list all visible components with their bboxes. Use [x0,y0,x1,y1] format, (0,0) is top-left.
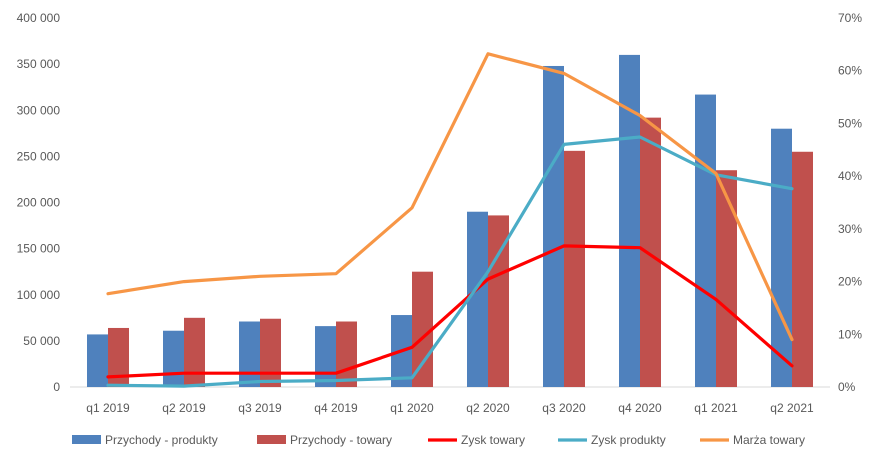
bar-przychody-towary [108,327,129,387]
bar-przychody-produkty [543,65,564,387]
right-axis-tick-label: 60% [838,64,862,78]
bar-przychody-towary [260,318,281,387]
line-marza-towary [106,52,794,342]
legend-label: Zysk produkty [591,433,666,447]
x-axis-tick-label: q2 2021 [770,401,814,415]
left-axis-tick-label: 0 [53,380,60,394]
bar-przychody-towary [184,317,205,387]
bar-przychody-produkty [163,330,184,387]
right-axis-tick-label: 40% [838,169,862,183]
bar-przychody-produkty [695,94,716,387]
right-axis-tick-label: 20% [838,275,862,289]
left-axis-tick-label: 50 000 [23,334,60,348]
bar-przychody-towary [336,321,357,387]
bar-przychody-towary [640,117,661,387]
x-axis-tick-label: q1 2020 [390,401,434,415]
bar-przychody-produkty [315,326,336,387]
left-axis-tick-label: 100 000 [17,288,61,302]
bar-przychody-towary [564,150,585,387]
left-axis-tick-label: 200 000 [17,196,61,210]
x-axis-tick-label: q3 2019 [238,401,282,415]
right-axis-tick-label: 10% [838,327,862,341]
legend-label: Marża towary [733,433,805,447]
left-axis-tick-label: 400 000 [17,11,61,25]
x-axis-tick-label: q4 2019 [314,401,358,415]
legend-label: Przychody - towary [290,433,392,447]
left-axis-tick-label: 300 000 [17,103,61,117]
line-zysk-towary [106,244,794,379]
legend-swatch [72,435,101,444]
x-axis-tick-label: q2 2020 [466,401,510,415]
bar-przychody-produkty [239,321,260,387]
left-axis-tick-label: 350 000 [17,57,61,71]
legend-label: Zysk towary [461,433,525,447]
x-axis-tick-label: q4 2020 [618,401,662,415]
x-axis-tick-label: q3 2020 [542,401,586,415]
bar-przychody-produkty [771,128,792,387]
line-zysk-produkty [106,135,794,388]
left-axis-tick-label: 250 000 [17,149,61,163]
legend-label: Przychody - produkty [105,433,218,447]
right-axis-tick-label: 50% [838,116,862,130]
right-axis-tick-label: 70% [838,11,862,25]
right-axis-tick-label: 30% [838,222,862,236]
x-axis-tick-label: q2 2019 [162,401,206,415]
bar-przychody-towary [716,170,737,387]
bar-przychody-produkty [467,211,488,387]
bar-przychody-towary [792,151,813,387]
x-axis-tick-label: q1 2021 [694,401,738,415]
left-axis-tick-label: 150 000 [17,242,61,256]
bar-przychody-produkty [87,334,108,387]
legend-swatch [257,435,286,444]
x-axis-tick-label: q1 2019 [86,401,130,415]
bar-przychody-towary [488,215,509,387]
right-axis-tick-label: 0% [838,380,856,394]
